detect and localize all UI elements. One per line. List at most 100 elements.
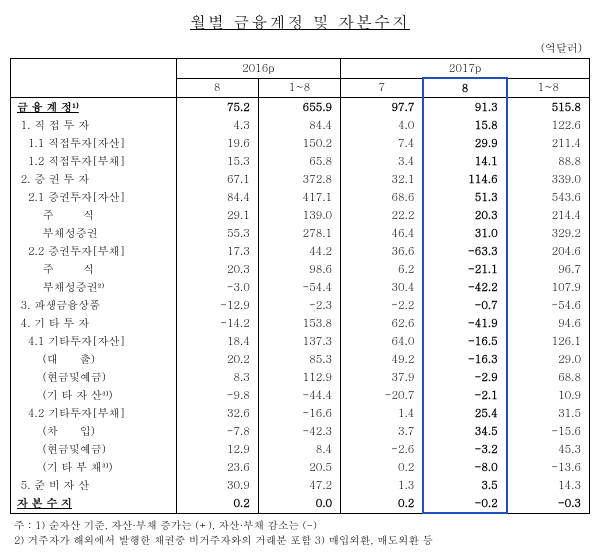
cell-value: -12.9	[176, 296, 258, 314]
row-label: 1.1 직접투자[자산]	[11, 134, 177, 152]
cell-value: 3.7	[341, 422, 424, 440]
cell-value: 0.2	[176, 494, 258, 513]
cell-value: 12.9	[176, 440, 258, 458]
cell-value: 22.2	[341, 206, 424, 224]
cell-value: -16.3	[423, 350, 506, 368]
cell-value: 15.8	[423, 116, 506, 134]
cell-value: 14.3	[507, 476, 590, 494]
col-sub: 1~8	[258, 78, 340, 98]
cell-value: 214.4	[507, 206, 590, 224]
cell-value: 85.3	[258, 350, 340, 368]
cell-value: 29.1	[176, 206, 258, 224]
cell-value: -15.6	[507, 422, 590, 440]
cell-value: 46.4	[341, 224, 424, 242]
cell-value: -41.9	[423, 314, 506, 332]
cell-value: 62.6	[341, 314, 424, 332]
cell-value: 3.4	[341, 152, 424, 170]
cell-value: 122.6	[507, 116, 590, 134]
cell-value: -2.1	[423, 386, 506, 404]
cell-value: 84.4	[258, 116, 340, 134]
cell-value: -42.2	[423, 278, 506, 296]
cell-value: 114.6	[423, 170, 506, 188]
cell-value: 19.6	[176, 134, 258, 152]
cell-value: 204.6	[507, 242, 590, 260]
cell-value: 67.1	[176, 170, 258, 188]
cell-value: 0.2	[341, 494, 424, 513]
cell-value: 20.3	[423, 206, 506, 224]
cell-value: 655.9	[258, 98, 340, 117]
cell-value: 68.8	[507, 368, 590, 386]
row-label: 자 본 수 지	[11, 494, 177, 513]
cell-value: 15.3	[176, 152, 258, 170]
cell-value: 0.2	[341, 458, 424, 476]
cell-value: -16.6	[258, 404, 340, 422]
cell-value: -3.0	[176, 278, 258, 296]
cell-value: -21.1	[423, 260, 506, 278]
row-label: 2.2 증권투자[부채]	[11, 242, 177, 260]
cell-value: -0.7	[423, 296, 506, 314]
cell-value: -44.4	[258, 386, 340, 404]
cell-value: -16.5	[423, 332, 506, 350]
cell-value: -54.4	[258, 278, 340, 296]
cell-value: -42.3	[258, 422, 340, 440]
cell-value: 20.5	[258, 458, 340, 476]
cell-value: -54.6	[507, 296, 590, 314]
cell-value: 84.4	[176, 188, 258, 206]
cell-value: 32.1	[341, 170, 424, 188]
cell-value: 17.3	[176, 242, 258, 260]
cell-value: 30.4	[341, 278, 424, 296]
cell-value: 75.2	[176, 98, 258, 117]
cell-value: 94.6	[507, 314, 590, 332]
cell-value: 6.2	[341, 260, 424, 278]
col-year2: 2017p	[341, 59, 590, 79]
row-label: 4. 기 타 투 자	[11, 314, 177, 332]
col-blank	[11, 59, 177, 98]
cell-value: 32.6	[176, 404, 258, 422]
cell-value: 1.3	[341, 476, 424, 494]
cell-value: 34.5	[423, 422, 506, 440]
cell-value: 8.3	[176, 368, 258, 386]
cell-value: 44.2	[258, 242, 340, 260]
col-sub: 8	[176, 78, 258, 98]
cell-value: 543.6	[507, 188, 590, 206]
cell-value: -3.2	[423, 440, 506, 458]
col-sub: 7	[341, 78, 424, 98]
cell-value: -7.8	[176, 422, 258, 440]
cell-value: -20.7	[341, 386, 424, 404]
row-label: (현금및예금)	[11, 368, 177, 386]
cell-value: 91.3	[423, 98, 506, 117]
note-line: 주 : 1) 순자산 기준, 자산·부채 증가는 (+), 자산·부채 감소는 …	[14, 518, 590, 533]
row-label: 1.2 직접투자[부채]	[11, 152, 177, 170]
cell-value: 49.2	[341, 350, 424, 368]
cell-value: 64.0	[341, 332, 424, 350]
cell-value: -8.0	[423, 458, 506, 476]
cell-value: 8.4	[258, 440, 340, 458]
row-label: 부채성증권²⁾	[11, 278, 177, 296]
cell-value: 96.7	[507, 260, 590, 278]
cell-value: 98.6	[258, 260, 340, 278]
col-sub: 1~8	[507, 78, 590, 98]
cell-value: -2.6	[341, 440, 424, 458]
cell-value: 97.7	[341, 98, 424, 117]
row-label: 2.1 증권투자[자산]	[11, 188, 177, 206]
cell-value: -2.2	[341, 296, 424, 314]
note-line: 2) 거주자가 해외에서 발행한 채권중 비거주자와의 거래분 포함 3) 매입…	[14, 533, 590, 548]
cell-value: 372.8	[258, 170, 340, 188]
cell-value: 31.5	[507, 404, 590, 422]
col-sub-highlight: 8	[423, 78, 506, 98]
cell-value: -2.9	[423, 368, 506, 386]
row-label: (대 출)	[11, 350, 177, 368]
data-table: 2016p 2017p 8 1~8 7 8 1~8 금 융 계 정¹⁾75.26…	[10, 58, 590, 514]
cell-value: -14.2	[176, 314, 258, 332]
cell-value: 278.1	[258, 224, 340, 242]
row-label: 금 융 계 정¹⁾	[11, 98, 177, 117]
cell-value: -63.3	[423, 242, 506, 260]
cell-value: 37.9	[341, 368, 424, 386]
cell-value: -13.6	[507, 458, 590, 476]
row-label: 1. 직 접 투 자	[11, 116, 177, 134]
cell-value: 20.3	[176, 260, 258, 278]
row-label: 주 식	[11, 260, 177, 278]
cell-value: 126.1	[507, 332, 590, 350]
cell-value: 107.9	[507, 278, 590, 296]
cell-value: 36.6	[341, 242, 424, 260]
